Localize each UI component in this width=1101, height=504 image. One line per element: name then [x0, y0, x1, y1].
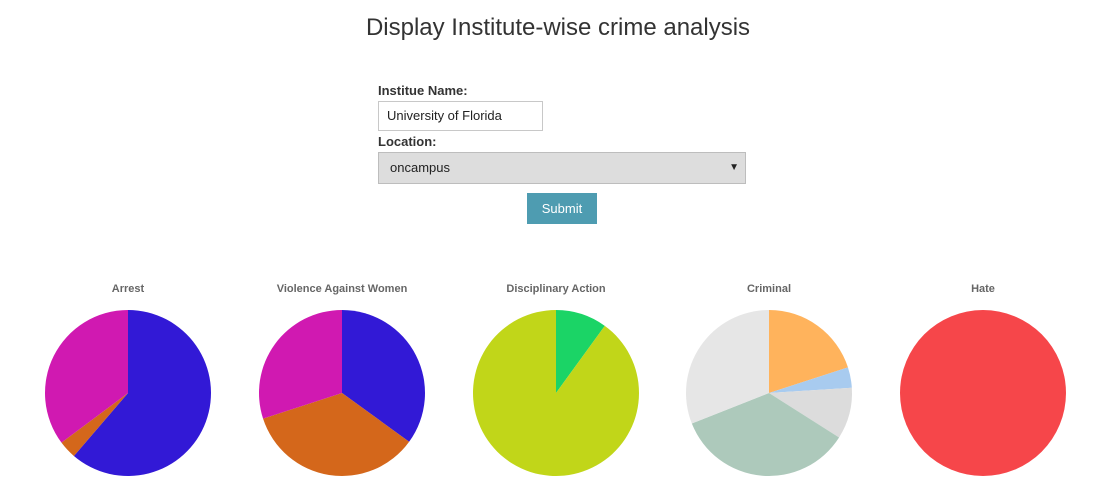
- location-selected-value: oncampus: [390, 160, 450, 175]
- pie-slice[interactable]: [556, 310, 605, 393]
- page-title: Display Institute-wise crime analysis: [365, 14, 751, 41]
- pie-chart: [686, 310, 852, 476]
- chart-title: Arrest: [111, 283, 145, 295]
- pie-slice[interactable]: [686, 310, 769, 424]
- pie-slice[interactable]: [342, 310, 425, 442]
- charts-row: Arrest Violence Against Women Disciplinary…: [0, 283, 1101, 483]
- location-label: Location:: [378, 134, 437, 149]
- institute-name-input[interactable]: University of Florida: [378, 101, 543, 131]
- pie-slice[interactable]: [769, 367, 852, 393]
- pie-chart: [473, 310, 639, 476]
- chart-title: Disciplinary Action: [506, 283, 606, 295]
- pie-slice[interactable]: [769, 310, 848, 393]
- pie-slice[interactable]: [473, 310, 639, 476]
- submit-button[interactable]: Submit: [527, 193, 597, 224]
- pie-slice[interactable]: [259, 310, 342, 419]
- pie-slice[interactable]: [769, 387, 852, 438]
- chart-title: Violence Against Women: [276, 283, 408, 295]
- location-select[interactable]: oncampus ▼: [378, 152, 746, 184]
- pie-slice[interactable]: [691, 393, 840, 476]
- pie-slice[interactable]: [900, 310, 1066, 476]
- pie-slice[interactable]: [73, 310, 211, 476]
- institute-name-label: Institue Name:: [378, 83, 468, 98]
- pie-slice[interactable]: [263, 393, 410, 476]
- pie-slice[interactable]: [45, 310, 128, 443]
- pie-slice[interactable]: [61, 393, 128, 456]
- pie-chart: [259, 310, 425, 476]
- dropdown-arrow-icon: ▼: [729, 162, 739, 173]
- pie-chart: [45, 310, 211, 476]
- pie-chart: [900, 310, 1066, 476]
- chart-title: Criminal: [746, 283, 791, 295]
- search-form: Institue Name: University of Florida Loc…: [378, 83, 746, 184]
- chart-title: Hate: [971, 283, 995, 295]
